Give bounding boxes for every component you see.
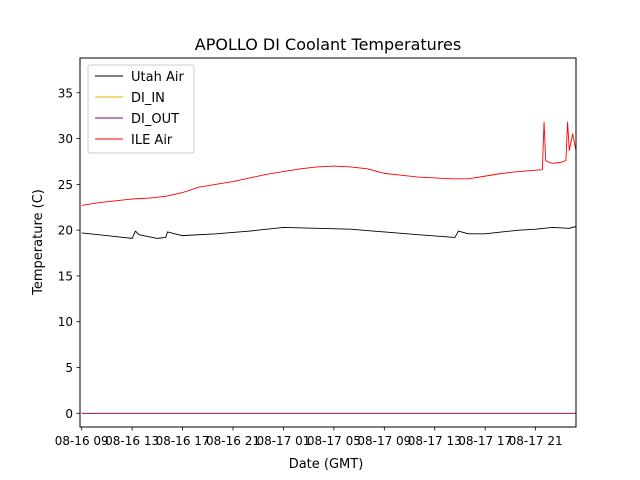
y-tick-label: 35 <box>58 86 73 100</box>
plot-area <box>81 121 576 414</box>
y-tick-label: 25 <box>58 178 73 192</box>
legend-label: Utah Air <box>131 70 184 85</box>
y-tick-label: 15 <box>58 269 73 283</box>
x-tick-label: 08-17 13 <box>408 434 462 448</box>
legend: Utah Air DI_IN DI_OUT ILE Air <box>87 64 195 154</box>
x-tick-label: 08-17 21 <box>509 434 563 448</box>
y-tick-label: 10 <box>58 315 73 329</box>
series-line-ile-air <box>81 121 576 206</box>
legend-label: DI_IN <box>131 91 165 106</box>
x-tick-label: 08-17 05 <box>307 434 361 448</box>
y-tick-label: 0 <box>65 407 73 421</box>
x-axis-label: Date (GMT) <box>289 457 364 472</box>
x-tick-label: 08-16 17 <box>156 434 210 448</box>
y-axis-label: Temperature (C) <box>31 189 46 296</box>
x-tick-label: 08-16 13 <box>105 434 159 448</box>
y-tick-label: 30 <box>58 132 73 146</box>
x-tick-label: 08-17 01 <box>256 434 310 448</box>
series-line-utah-air <box>81 226 576 239</box>
x-tick-label: 08-17 09 <box>357 434 411 448</box>
chart-title: APOLLO DI Coolant Temperatures <box>195 35 461 54</box>
x-tick-label: 08-17 17 <box>458 434 512 448</box>
plot-frame <box>79 57 577 428</box>
y-tick-label: 5 <box>65 361 73 375</box>
x-tick-label: 08-16 09 <box>55 434 109 448</box>
x-tick-label: 08-16 21 <box>206 434 260 448</box>
y-tick-label: 20 <box>58 224 73 238</box>
legend-label: DI_OUT <box>131 112 179 127</box>
legend-box <box>87 64 195 154</box>
series-group <box>81 121 576 414</box>
legend-label: ILE Air <box>131 133 173 148</box>
